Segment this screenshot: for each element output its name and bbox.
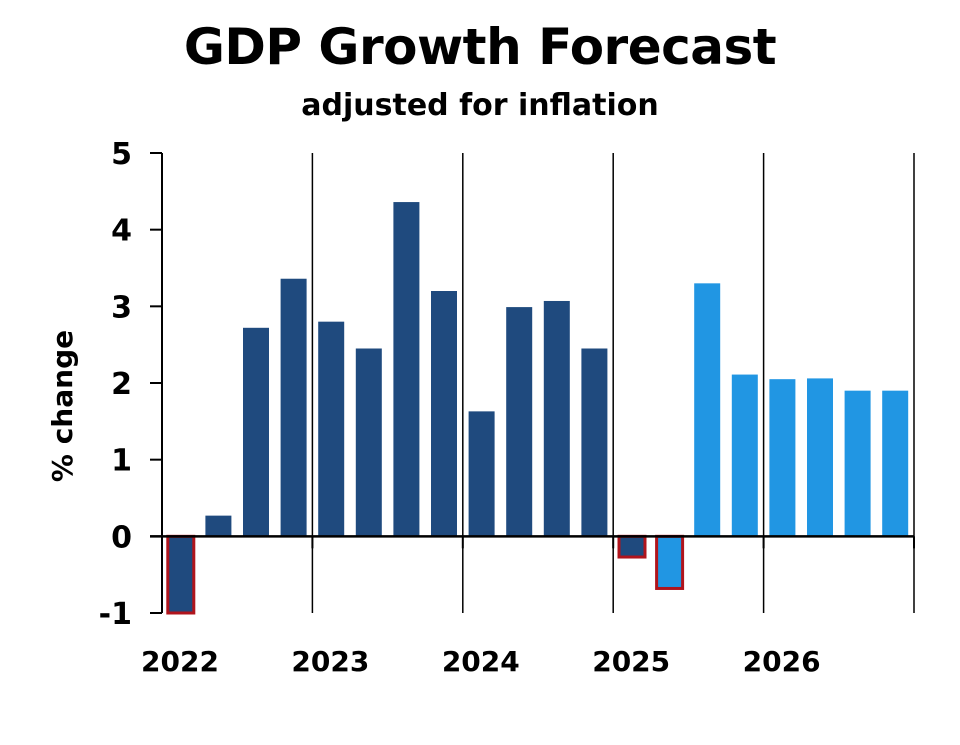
y-tick-label: 1 [111,444,132,479]
chart-title: GDP Growth Forecast [183,18,777,76]
chart-subtitle: adjusted for inflation [301,88,659,123]
x-tick-label: 2022 [141,645,219,678]
y-tick-label: -1 [99,597,132,632]
y-tick-label: 4 [111,214,132,249]
bar [243,327,269,537]
bar [166,534,196,615]
bar [882,390,909,537]
bar [468,411,495,537]
x-tick-labels: 2022 2023 2024 2025 2026 [141,645,821,678]
bar [506,307,533,537]
y-axis-label: % change [46,330,79,482]
axes-group [150,152,915,614]
bar [731,374,758,537]
y-tick-label: 0 [111,520,132,555]
bar [355,348,382,537]
bar [617,534,647,559]
y-tick-label: 2 [111,367,132,402]
y-tick-label: 5 [111,137,132,172]
bar [393,202,420,537]
x-tick-label: 2025 [592,645,670,678]
bar [581,348,608,537]
bar [205,515,232,537]
bar [280,278,307,537]
bar [431,291,457,537]
bars-group [166,202,909,615]
bar [844,390,871,537]
bar [655,534,685,590]
bar [318,321,345,537]
bar [694,283,721,537]
x-tick-label: 2024 [442,645,520,678]
bar [807,378,833,537]
x-tick-label: 2023 [291,645,369,678]
bar [769,379,796,537]
y-tick-label: 3 [111,290,132,325]
y-tick-labels: 5 4 3 2 1 0 -1 [99,137,132,632]
bar [543,300,570,537]
x-tick-label: 2026 [743,645,821,678]
